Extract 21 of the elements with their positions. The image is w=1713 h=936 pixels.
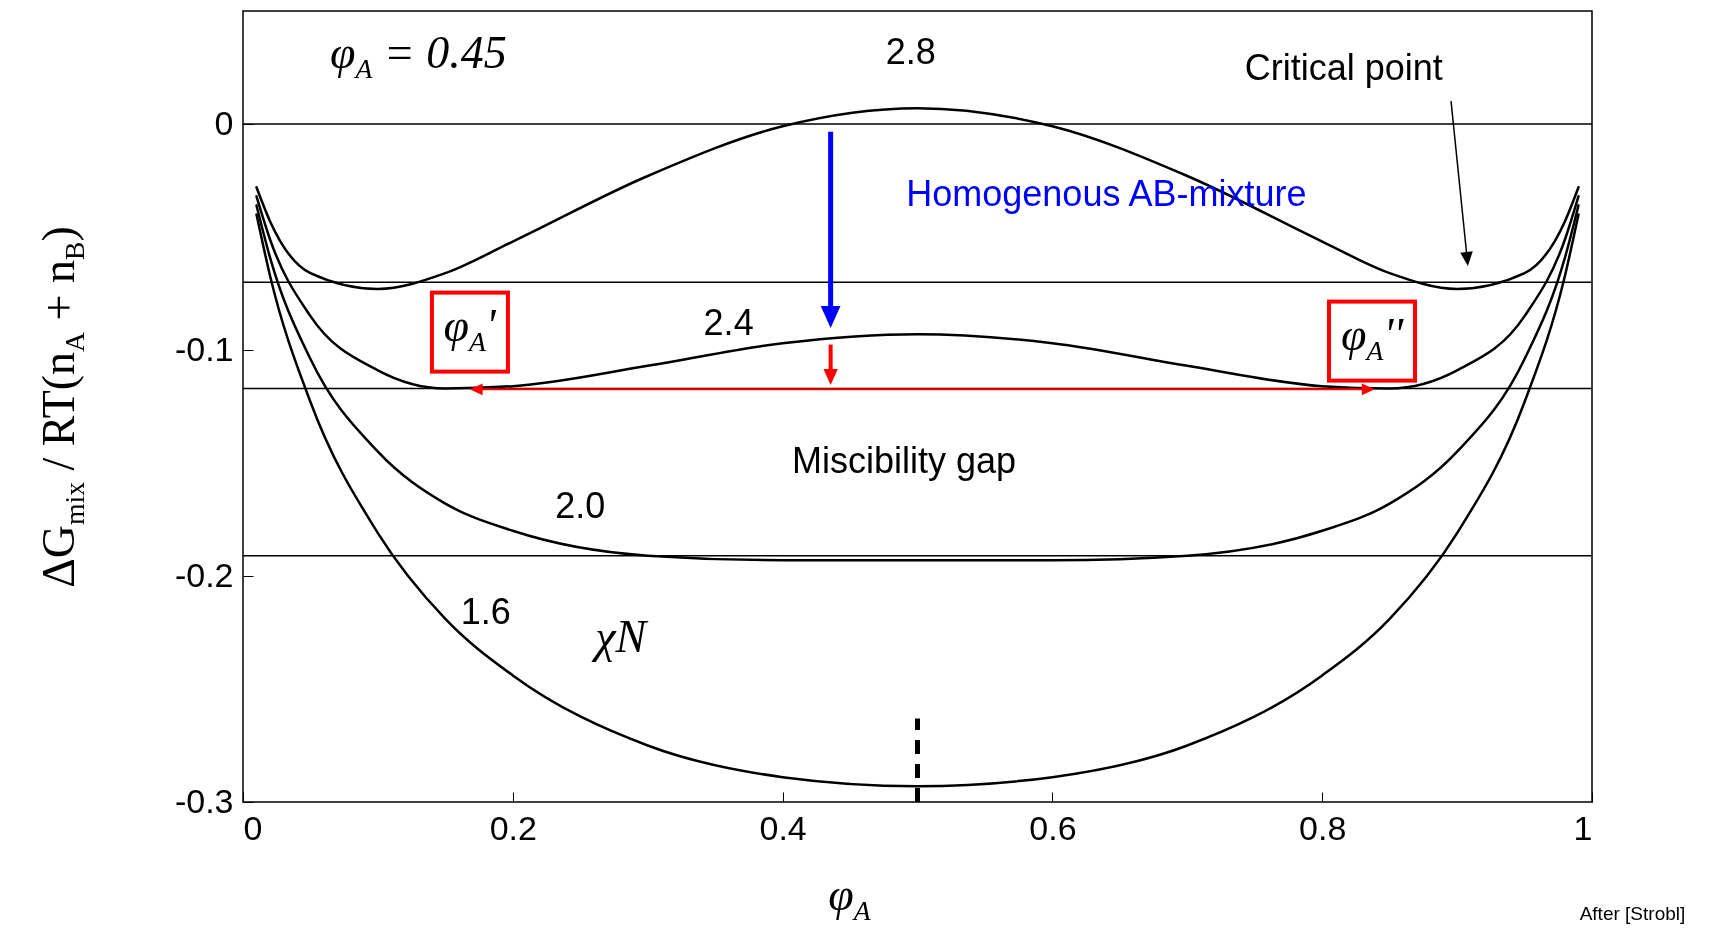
x-tick-label: 0 <box>243 808 263 847</box>
x-tick-label: 0.2 <box>489 808 537 847</box>
x-tick-label: 0.6 <box>1029 808 1077 847</box>
annotation: Critical point <box>1244 46 1443 88</box>
series-label: 2.0 <box>555 484 606 526</box>
x-tick-label: 0.4 <box>759 808 807 847</box>
annotation: φ$_{A}$' <box>429 290 510 374</box>
y-tick-label: -0.3 <box>174 781 234 820</box>
x-tick-label: 0.8 <box>1299 808 1347 847</box>
series-label: 2.8 <box>885 30 936 72</box>
y-tick-label: -0.2 <box>174 555 234 594</box>
annotation: Miscibility gap <box>791 439 1017 481</box>
series-label: 1.6 <box>460 591 511 633</box>
y-tick-label: -0.1 <box>174 329 234 368</box>
y-tick-label: 0 <box>214 103 234 142</box>
annotation: φ$_{A}$'' <box>1327 299 1418 383</box>
text: After [Strobl] <box>1579 902 1686 924</box>
annotation: φ$_{A}$ = 0.45 <box>329 26 507 84</box>
x-tick-label: 1 <box>1573 808 1593 847</box>
series-label: 2.4 <box>703 301 754 343</box>
x-axis-title: φ$_{A}$ <box>828 868 871 926</box>
